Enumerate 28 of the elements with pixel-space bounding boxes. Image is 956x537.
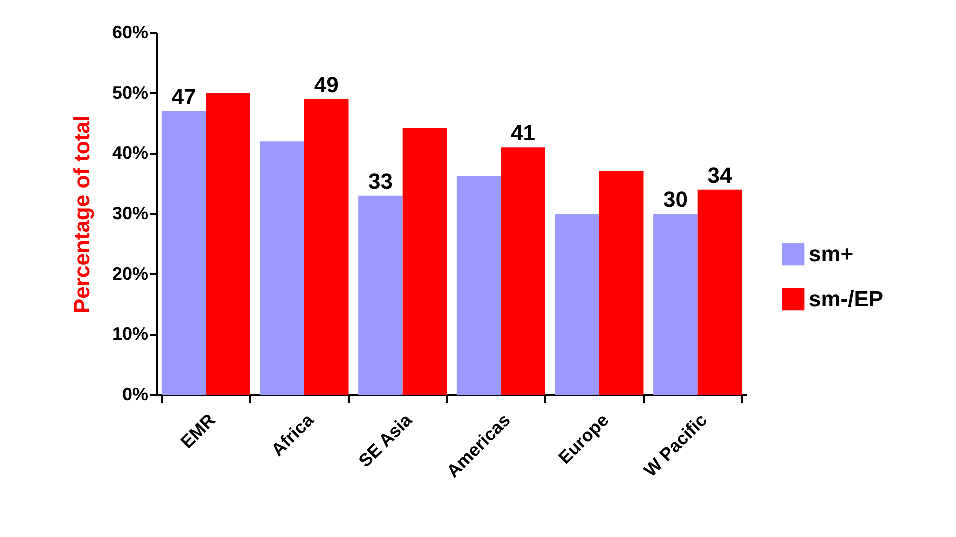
data-label: 47	[172, 84, 196, 110]
bar	[555, 214, 600, 395]
bar	[162, 111, 206, 395]
y-tick-label: 60%	[112, 22, 148, 42]
bar	[600, 171, 644, 395]
bar	[358, 196, 403, 395]
bar	[501, 148, 546, 395]
y-tick-label: 40%	[112, 143, 148, 164]
y-axis-title: Percentage of total	[69, 115, 94, 314]
y-tick-label: 50%	[112, 82, 148, 103]
data-label: 49	[314, 72, 339, 98]
y-tick-label: 0%	[122, 384, 148, 404]
legend-label: sm+	[809, 242, 854, 266]
data-label: 30	[663, 187, 688, 212]
bar	[654, 214, 698, 395]
bar	[260, 142, 304, 395]
data-label: 41	[511, 120, 536, 146]
bar	[456, 176, 502, 395]
bar	[206, 93, 250, 395]
data-label: 33	[368, 168, 393, 194]
y-tick-label: 30%	[112, 204, 148, 224]
data-label: 34	[708, 162, 733, 188]
bar	[698, 190, 742, 395]
bar	[304, 99, 349, 395]
legend-label: sm-/EP	[809, 286, 884, 312]
bar	[402, 128, 448, 395]
y-tick-label: 20%	[112, 264, 148, 284]
y-tick-label: 10%	[112, 324, 148, 344]
